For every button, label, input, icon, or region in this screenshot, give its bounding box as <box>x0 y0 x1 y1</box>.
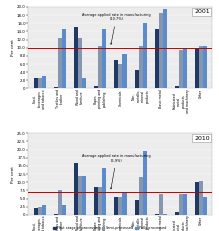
Bar <box>58 190 62 215</box>
Bar <box>175 212 179 215</box>
Text: Average applied rate in manufacturing
(6.9%): Average applied rate in manufacturing (6… <box>82 154 151 189</box>
Bar <box>143 151 147 215</box>
Bar <box>34 208 38 215</box>
Text: Average applied rate in manufacturing
(10.7%): Average applied rate in manufacturing (1… <box>82 13 151 44</box>
Bar <box>94 86 98 88</box>
Bar <box>118 64 122 88</box>
Y-axis label: Per cent: Per cent <box>11 166 15 182</box>
Y-axis label: Per cent: Per cent <box>11 39 15 56</box>
Bar <box>102 29 106 88</box>
Bar <box>54 214 58 215</box>
Bar <box>34 78 38 88</box>
Bar <box>98 187 102 215</box>
Bar <box>163 214 167 215</box>
Bar <box>38 207 42 215</box>
Bar <box>122 54 127 88</box>
Bar <box>74 27 78 88</box>
Bar <box>139 177 143 215</box>
Bar <box>159 194 163 215</box>
Bar <box>159 13 163 88</box>
Bar <box>183 194 187 215</box>
Bar <box>139 46 143 88</box>
Bar <box>114 197 118 215</box>
Text: 2001: 2001 <box>194 9 210 14</box>
Bar <box>179 50 183 88</box>
Bar <box>114 60 118 88</box>
Bar <box>42 76 46 88</box>
Bar <box>199 46 203 88</box>
Bar <box>118 197 122 215</box>
Bar <box>175 86 179 88</box>
Bar <box>122 192 127 215</box>
Legend: First stage of processing, Semi-processed, Fully processed: First stage of processing, Semi-processe… <box>51 225 168 231</box>
Bar <box>78 37 82 88</box>
Bar <box>82 78 86 88</box>
Bar <box>74 163 78 215</box>
Bar <box>203 197 207 215</box>
Bar <box>94 187 98 215</box>
Bar <box>179 194 183 215</box>
Bar <box>135 70 139 88</box>
Text: 2010: 2010 <box>194 136 210 141</box>
Bar <box>54 87 58 88</box>
Bar <box>163 9 167 88</box>
Bar <box>98 46 102 88</box>
Bar <box>199 181 203 215</box>
Bar <box>62 205 66 215</box>
Bar <box>155 214 159 215</box>
Bar <box>42 205 46 215</box>
Bar <box>155 29 159 88</box>
Bar <box>195 182 199 215</box>
Bar <box>195 48 199 88</box>
Bar <box>82 176 86 215</box>
Bar <box>143 23 147 88</box>
Bar <box>135 200 139 215</box>
Bar <box>38 78 42 88</box>
Bar <box>183 48 187 88</box>
Bar <box>58 37 62 88</box>
Bar <box>102 167 106 215</box>
Bar <box>62 29 66 88</box>
Bar <box>203 46 207 88</box>
Bar <box>78 176 82 215</box>
